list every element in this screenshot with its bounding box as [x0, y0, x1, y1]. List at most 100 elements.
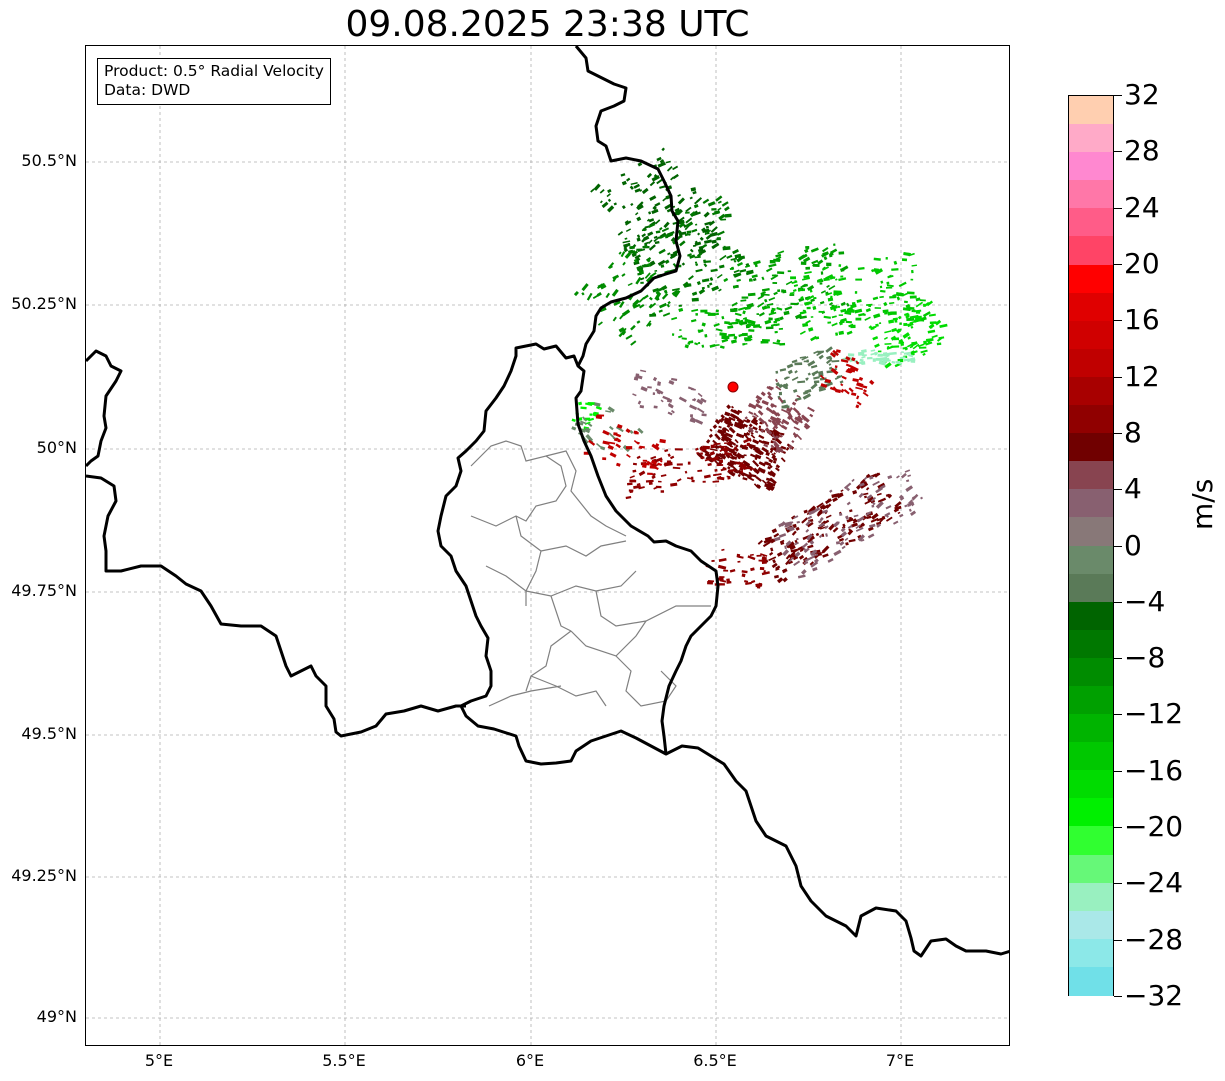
radar-echo [780, 445, 787, 450]
radar-echo [733, 259, 737, 263]
radar-echo [743, 437, 752, 444]
radar-echo [845, 363, 853, 368]
radar-echo [840, 301, 846, 307]
radar-echo [819, 526, 827, 530]
radar-echo [806, 306, 811, 310]
radar-echo [800, 296, 804, 300]
radar-echo [621, 180, 627, 186]
radar-echo [809, 413, 814, 418]
colorbar-tick [1114, 207, 1122, 209]
radar-echo [621, 205, 626, 210]
radar-echo [863, 389, 867, 393]
radar-echo [636, 482, 641, 486]
radar-echo [774, 323, 780, 327]
radar-echo [776, 306, 783, 311]
radar-echo [684, 344, 690, 349]
radar-echo [602, 429, 610, 436]
radar-echo [690, 318, 697, 323]
radar-echo [887, 311, 892, 316]
radar-echo [743, 466, 749, 470]
radar-echo [760, 428, 765, 433]
radar-echo [659, 459, 663, 463]
radar-echo [819, 517, 824, 522]
radar-echo [827, 558, 834, 563]
radar-echo [855, 527, 864, 532]
radar-echo [937, 336, 943, 342]
radar-echo [806, 377, 809, 380]
radar-echo [767, 465, 772, 470]
radar-echo [637, 162, 643, 167]
radar-echo [829, 252, 834, 256]
radar-echo [910, 510, 917, 516]
radar-echo [825, 533, 828, 537]
radar-echo [640, 369, 647, 373]
radar-echo [694, 241, 702, 246]
colorbar-tick [1114, 939, 1122, 941]
radar-echo [691, 308, 699, 313]
radar-echo [791, 401, 797, 406]
radar-echo [723, 569, 729, 572]
radar-echo [911, 264, 918, 267]
radar-echo [867, 356, 873, 360]
radar-echo [711, 242, 720, 250]
radar-echo [718, 288, 722, 292]
radar-echo [692, 190, 697, 195]
radar-echo [699, 236, 704, 241]
radar-echo [648, 222, 656, 228]
radar-echo [606, 193, 611, 198]
radar-echo [741, 570, 748, 574]
radar-echo [894, 319, 898, 323]
admin-boundary [530, 675, 607, 707]
radar-echo [772, 457, 778, 462]
radar-echo [701, 344, 705, 348]
radar-echo [880, 289, 886, 293]
radar-echo [626, 453, 631, 458]
radar-echo [649, 302, 657, 309]
radar-echo [794, 362, 803, 366]
radar-echo [596, 443, 602, 448]
radar-echo [909, 345, 914, 349]
radar-echo [848, 387, 854, 393]
radar-echo [844, 537, 849, 542]
radar-echo [772, 342, 781, 345]
radar-echo [649, 195, 657, 201]
radar-echo [659, 185, 666, 189]
radar-echo [621, 273, 626, 277]
radar-echo [667, 301, 671, 305]
radar-echo [695, 312, 699, 316]
radar-echo [862, 391, 869, 397]
radar-echo [747, 467, 755, 470]
radar-echo [874, 343, 880, 348]
radar-echo [637, 272, 642, 276]
map-plot-area[interactable] [85, 45, 1010, 1046]
radar-echo [582, 416, 588, 422]
radar-echo [745, 431, 751, 436]
radar-echo [652, 392, 656, 396]
radar-echo [714, 210, 720, 215]
radar-echo [629, 250, 636, 254]
radar-echo [764, 319, 772, 325]
radar-echo [670, 252, 678, 258]
radar-echo [619, 300, 625, 309]
radar-echo [671, 287, 680, 292]
radar-echo [735, 461, 744, 466]
radar-echo [726, 461, 734, 468]
radar-echo [748, 444, 754, 450]
radar-echo [658, 162, 666, 167]
radar-echo [649, 296, 653, 301]
radar-echo [824, 378, 831, 384]
radar-echo [739, 269, 747, 273]
radar-echo [851, 365, 859, 372]
radar-echo [872, 501, 876, 506]
radar-echo [893, 520, 899, 525]
radar-echo [826, 284, 830, 288]
radar-echo [802, 393, 812, 400]
radar-echo [712, 480, 720, 483]
radar-echo [719, 576, 725, 578]
radar-echo [635, 212, 639, 216]
radar-echo [638, 296, 645, 303]
radar-echo [803, 256, 811, 263]
radar-echo [734, 439, 739, 444]
radar-echo [739, 419, 743, 424]
radar-echo [859, 482, 865, 487]
